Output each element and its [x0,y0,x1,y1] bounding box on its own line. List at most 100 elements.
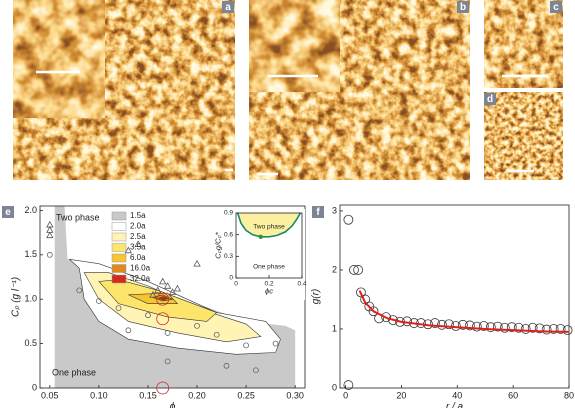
x-tick-label: 40 [452,390,462,400]
image-d [484,92,563,180]
triangle-point [46,220,54,228]
y-tick-label: 0 [229,275,233,282]
y-tick-label: 0.5 [24,338,37,348]
triangle-point [168,288,177,295]
y-tick-label: 3 [332,205,337,215]
legend-label: 16.0a [130,264,151,273]
circle-point [343,214,354,225]
x-tick-label: 0.4 [297,281,306,288]
circle-point [471,321,482,332]
circle-point [541,324,552,335]
circle-point [534,323,545,334]
legend-swatch [111,264,127,273]
circle-point [156,312,170,326]
annotation: Two phase [56,212,100,222]
y-tick-label: 0 [332,382,337,392]
x-axis-label: ϕc [265,287,273,296]
legend-swatch [111,222,127,231]
x-tick-label: 0 [343,390,348,400]
x-axis-label: ϕ [170,402,176,408]
legend-label: 2.5a [130,232,146,241]
contour-region [157,296,169,301]
circle-point [145,312,151,319]
panel-label-box [484,93,496,105]
x-tick-label: 0.2 [264,281,273,288]
critical-point [258,234,263,240]
panel-label: d [487,94,493,105]
circle-point [520,324,531,334]
y-axis-label: Cₚg/Cₚ* [213,231,222,259]
panel-label-box [457,1,469,13]
triangle-point [193,259,201,267]
scale-bars [36,70,548,176]
inset-b [248,0,341,93]
x-tick-label: 20 [396,390,406,400]
panel-label: b [460,2,466,13]
triangle-point [173,284,182,292]
annotation: One phase [253,264,285,271]
inset-a [12,0,106,119]
y-tick-label: 0 [32,382,37,392]
image-c [484,0,563,88]
circle-point [156,381,170,395]
circle-point [253,367,259,374]
y-tick-label: 0.6 [224,231,233,238]
legend-swatch [111,274,127,284]
circle-point [272,340,279,347]
binodal-line [236,212,302,238]
panel-label-box [2,206,14,218]
x-tick-label: 0.05 [41,390,59,400]
annotation: Two phase [253,224,285,231]
legend-swatch [111,232,127,242]
y-tick-label: 1.5 [24,249,37,259]
x-axis-label: r / a [446,402,464,408]
circle-point [444,319,454,330]
triangle-point [149,290,157,298]
panel-label-box [222,1,234,13]
triangle-point [46,226,54,233]
panel-label-box [550,1,562,13]
legend-label: 6.0a [130,253,146,262]
circle-point [478,321,489,331]
circle-point [115,305,122,311]
legend-swatch [111,243,127,252]
circle-point [353,265,364,275]
circle-point [457,319,468,330]
triangle-point [46,231,54,239]
triangle-point [154,286,162,294]
x-tick-label: 0.10 [90,390,108,400]
x-tick-label: 0.25 [237,390,255,400]
circle-point [125,327,132,334]
circle-point [243,342,250,349]
x-tick-label: 0.20 [188,390,206,400]
x-tick-label: 60 [508,390,518,400]
y-tick-label: 2.0 [24,205,37,215]
circle-point [349,265,359,275]
circle-point [562,325,573,336]
panel-label: c [553,2,559,13]
circle-point [368,306,379,317]
plot-frame [339,204,570,389]
triangle-point [134,240,142,247]
circle-point [360,294,371,305]
circle-point [492,321,503,332]
panel-label: f [316,207,320,218]
circle-point [223,362,230,369]
x-tick-label: 0.30 [286,390,304,400]
legend-swatch [111,211,127,221]
legend-label: 1.5a [130,211,146,220]
circle-point [76,287,83,294]
panel-label: e [5,207,11,218]
circle-point [194,322,200,329]
circle-point [343,380,354,390]
circle-point [164,330,171,336]
panel-label: a [225,2,231,13]
circle-point [95,298,102,304]
circle-point [464,320,475,331]
circle-point [555,324,566,334]
y-axis-label: g(r) [310,289,321,305]
y-tick-label: 1 [332,323,337,333]
circle-point [513,322,524,333]
